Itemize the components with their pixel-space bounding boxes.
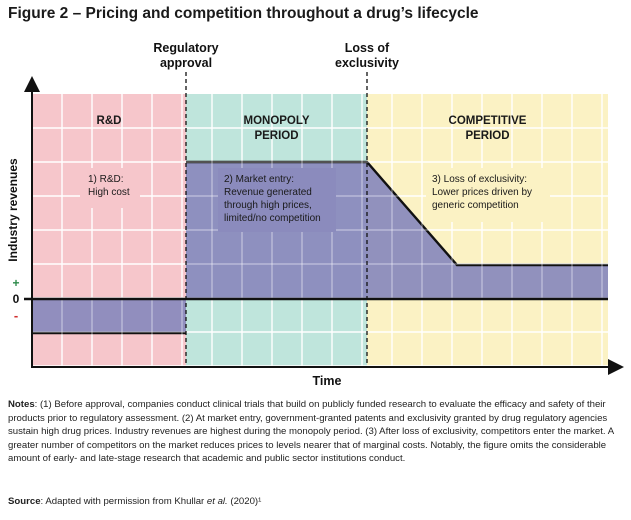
x-axis-label: Time (313, 374, 342, 388)
notes-label: Notes (8, 399, 35, 410)
source-italic: et al. (206, 496, 228, 507)
monopoly-callout-text-line-1: 2) Market entry: (224, 174, 294, 185)
rd-phase-label-line-1: R&D (97, 115, 122, 127)
competitive-callout-box (426, 168, 550, 222)
y-axis-label: Industry revenues (6, 158, 20, 262)
competitive-callout-text-line-2: Lower prices driven by (432, 187, 532, 198)
rd-callout-text-line-2: High cost (88, 187, 130, 198)
monopoly-callout-text-line-3: through high prices, (224, 200, 312, 211)
monopoly-callout-box (218, 168, 336, 232)
monopoly-callout-text-line-4: limited/no competition (224, 213, 321, 224)
monopoly-phase-label-line-1: MONOPOLY (243, 115, 309, 127)
rd-negative-revenue-area (32, 299, 186, 333)
plus-sign: + (12, 276, 19, 290)
competitive-callout-text-line-1: 3) Loss of exclusivity: (432, 174, 527, 185)
monopoly-phase-label-line-2: PERIOD (254, 130, 298, 142)
competitive-phase-label-line-1: COMPETITIVE (449, 115, 527, 127)
source-label: Source (8, 496, 41, 507)
monopoly-callout-text-line-2: Revenue generated (224, 187, 312, 198)
competitive-callout-text-line-3: generic competition (432, 200, 519, 211)
source: Source: Adapted with permission from Khu… (8, 496, 626, 507)
competitive-phase-label-line-2: PERIOD (465, 130, 509, 142)
rd-callout-box (80, 168, 140, 208)
zero-label: 0 (13, 292, 20, 306)
figure-title: Figure 2 – Pricing and competition throu… (8, 5, 479, 22)
source-text-before: : Adapted with permission from Khullar (40, 496, 207, 507)
loss-of-exclusivity-label-line-1: Loss of (345, 41, 390, 55)
regulatory-approval-label-line-1: Regulatory (153, 41, 218, 55)
notes: Notes: (1) Before approval, companies co… (8, 398, 626, 466)
loss-of-exclusivity-label-line-2: exclusivity (335, 56, 399, 70)
rd-callout-text-line-1: 1) R&D: (88, 174, 124, 185)
regulatory-approval-label-line-2: approval (160, 56, 212, 70)
source-text-after: (2020)¹ (227, 496, 262, 507)
notes-text: : (1) Before approval, companies conduct… (8, 399, 614, 465)
minus-sign: - (14, 308, 18, 323)
